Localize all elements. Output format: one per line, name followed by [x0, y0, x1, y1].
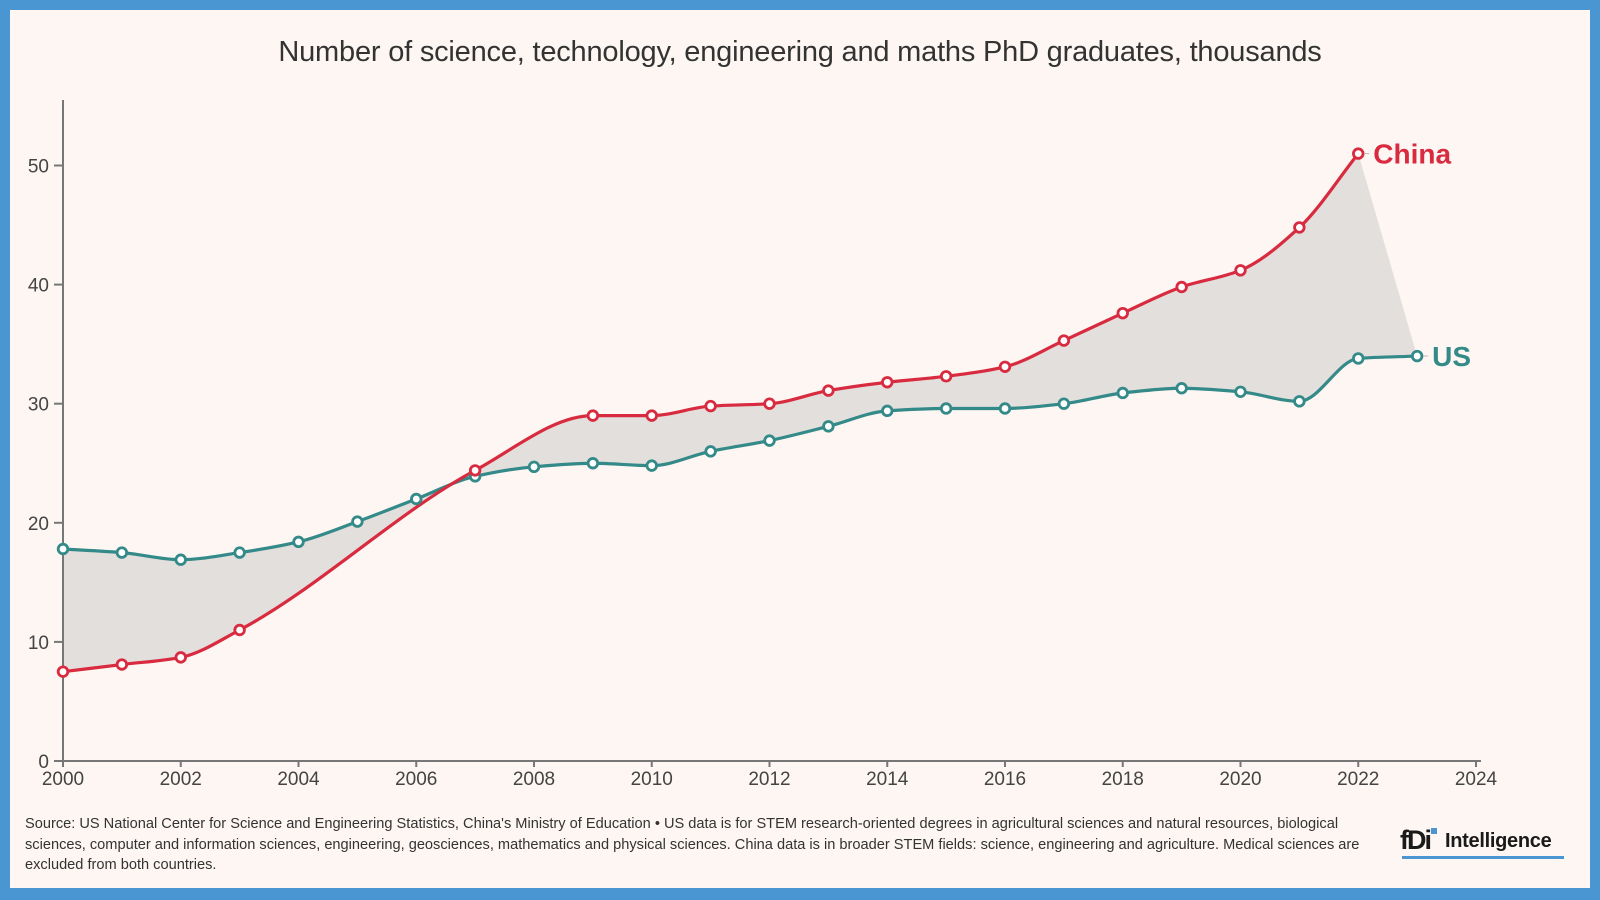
x-tick-label: 2014: [866, 769, 909, 790]
data-point-us[interactable]: [1057, 397, 1071, 410]
source-note: Source: US National Center for Science a…: [25, 816, 1360, 873]
data-point-us[interactable]: [174, 553, 187, 566]
y-tick-label: 40: [28, 276, 49, 297]
data-point-us[interactable]: [1293, 395, 1306, 408]
logo-mark: fDi: [1400, 825, 1432, 855]
y-tick-label: 30: [28, 395, 49, 416]
data-point-us[interactable]: [233, 546, 246, 559]
data-point-china[interactable]: [645, 409, 658, 422]
data-point-us[interactable]: [115, 546, 129, 559]
data-point-us[interactable]: [1234, 385, 1247, 398]
x-tick-label: 2002: [160, 769, 202, 790]
data-point-us[interactable]: [1175, 382, 1188, 395]
gap-fill-layer: [63, 153, 1418, 672]
x-tick-label: 2000: [42, 769, 84, 790]
data-point-china[interactable]: [174, 651, 187, 664]
data-point-china[interactable]: [998, 360, 1012, 373]
data-point-us[interactable]: [645, 459, 658, 472]
series-labels: China US: [1364, 139, 1471, 372]
data-point-china[interactable]: [233, 623, 246, 637]
data-point-us[interactable]: [881, 404, 894, 418]
x-tick-label: 2006: [395, 769, 437, 790]
x-tick-label: 2004: [277, 769, 320, 790]
data-point-us[interactable]: [410, 492, 423, 506]
y-tick-label: 50: [28, 157, 49, 178]
x-tick-label: 2020: [1219, 769, 1261, 790]
data-point-china[interactable]: [881, 376, 894, 389]
data-point-us[interactable]: [351, 515, 364, 528]
x-tick-label: 2024: [1455, 769, 1498, 790]
series-markers: [56, 147, 1424, 678]
y-tick-label: 0: [38, 752, 49, 773]
data-point-china[interactable]: [1352, 147, 1365, 160]
x-tick-label: 2010: [631, 769, 673, 790]
data-point-us[interactable]: [998, 402, 1012, 415]
data-point-china[interactable]: [1175, 280, 1188, 294]
data-point-china[interactable]: [586, 409, 600, 422]
series-label-china: China: [1373, 139, 1451, 170]
data-point-us[interactable]: [822, 420, 835, 433]
data-point-china[interactable]: [822, 384, 835, 397]
data-point-china[interactable]: [468, 464, 482, 477]
data-point-china[interactable]: [704, 399, 717, 413]
logo-text: Intelligence: [1445, 830, 1552, 852]
x-tick-label: 2008: [513, 769, 555, 790]
data-point-us[interactable]: [292, 535, 305, 549]
data-point-us[interactable]: [763, 434, 776, 447]
data-point-china[interactable]: [1057, 334, 1071, 347]
data-point-us[interactable]: [586, 457, 600, 470]
data-point-us[interactable]: [1116, 386, 1129, 400]
chart-title: Number of science, technology, engineeri…: [278, 36, 1322, 68]
data-point-us[interactable]: [704, 445, 717, 458]
data-point-china[interactable]: [763, 397, 776, 410]
data-point-us[interactable]: [527, 460, 541, 474]
data-point-china[interactable]: [939, 370, 953, 383]
data-point-us[interactable]: [56, 542, 70, 556]
data-point-china[interactable]: [1234, 264, 1247, 277]
x-tick-label: 2018: [1102, 769, 1144, 790]
y-tick-label: 20: [28, 514, 49, 535]
data-point-china[interactable]: [115, 658, 129, 671]
data-point-us[interactable]: [1352, 352, 1365, 365]
series-label-us: US: [1432, 341, 1471, 372]
logo-underline: [1402, 856, 1564, 859]
gap-fill-area: [63, 153, 1418, 672]
y-tick-label: 10: [28, 633, 49, 654]
fdi-intelligence-logo: fDi Intelligence: [1400, 826, 1566, 860]
data-point-china[interactable]: [56, 665, 70, 678]
x-tick-label: 2016: [984, 769, 1026, 790]
data-point-china[interactable]: [1116, 306, 1129, 320]
chart-frame: [10, 10, 1590, 888]
x-tick-label: 2012: [748, 769, 790, 790]
data-point-us[interactable]: [1410, 349, 1424, 363]
logo-dot-icon: [1431, 828, 1437, 834]
data-point-us[interactable]: [939, 402, 953, 415]
data-point-china[interactable]: [1293, 221, 1306, 234]
x-tick-label: 2022: [1337, 769, 1379, 790]
axes: 0 10 20 30 40 50 2000 2002 2004 2006 2008 2010 2012 2…: [28, 100, 1498, 790]
